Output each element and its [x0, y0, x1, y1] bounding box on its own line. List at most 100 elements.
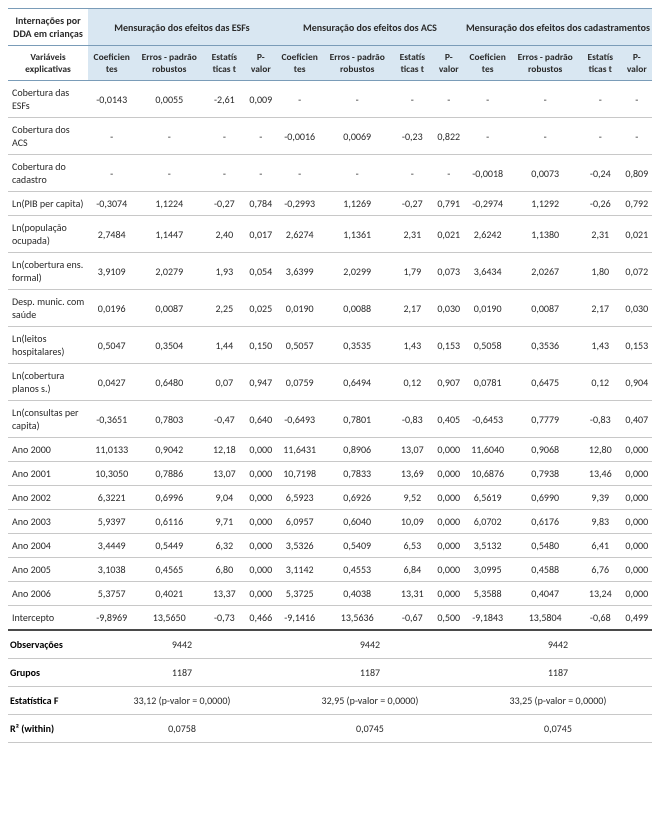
row-label: Ln(consultas per capita): [8, 401, 88, 438]
footer-row: Observações944294429442: [8, 630, 652, 659]
data-cell: -: [203, 118, 246, 155]
data-cell: -0,73: [203, 606, 246, 631]
data-cell: -: [135, 155, 203, 192]
data-cell: 0,12: [579, 364, 622, 401]
regression-table: Internações por DDA em crianças Mensuraç…: [8, 8, 652, 743]
data-cell: 9,39: [579, 486, 622, 510]
data-cell: 0,000: [622, 510, 652, 534]
data-cell: -0,68: [579, 606, 622, 631]
data-cell: 2,31: [579, 216, 622, 253]
footer-value: 0,0745: [276, 715, 464, 743]
data-cell: 2,6242: [464, 216, 511, 253]
data-cell: 0,000: [622, 462, 652, 486]
data-cell: 0,0427: [88, 364, 135, 401]
data-cell: 1,43: [579, 327, 622, 364]
row-label: Cobertura dos ACS: [8, 118, 88, 155]
data-cell: 2,31: [391, 216, 434, 253]
data-cell: 0,000: [434, 462, 464, 486]
sub-pval: P- valor: [434, 46, 464, 81]
table-row: Ln(consultas per capita)-0,36510,7803-0,…: [8, 401, 652, 438]
data-cell: 0,000: [434, 486, 464, 510]
data-cell: 0,9068: [511, 438, 579, 462]
data-cell: -: [464, 118, 511, 155]
row-label: Ano 2002: [8, 486, 88, 510]
data-cell: 6,0702: [464, 510, 511, 534]
table-row: Cobertura do cadastro---------0,00180,00…: [8, 155, 652, 192]
data-cell: -0,67: [391, 606, 434, 631]
data-cell: 0,054: [246, 253, 276, 290]
data-cell: 0,6040: [323, 510, 391, 534]
data-cell: 0,6475: [511, 364, 579, 401]
table-row: Ano 200011,01330,904212,180,00011,64310,…: [8, 438, 652, 462]
data-cell: -0,3651: [88, 401, 135, 438]
table-row: Ln(cobertura ens. formal)3,91092,02791,9…: [8, 253, 652, 290]
data-cell: 0,021: [622, 216, 652, 253]
data-cell: 0,6494: [323, 364, 391, 401]
data-cell: 0,0055: [135, 81, 203, 118]
data-cell: 0,4565: [135, 558, 203, 582]
data-cell: 0,000: [622, 438, 652, 462]
row-label: Ln(PIB per capita): [8, 192, 88, 216]
data-cell: 10,09: [391, 510, 434, 534]
data-cell: 0,000: [246, 534, 276, 558]
row-label: Ano 2006: [8, 582, 88, 606]
data-cell: 6,76: [579, 558, 622, 582]
data-cell: 0,499: [622, 606, 652, 631]
data-cell: 0,000: [246, 438, 276, 462]
data-cell: -: [622, 118, 652, 155]
row-label: Desp. munic. com saúde: [8, 290, 88, 327]
data-cell: 0,073: [434, 253, 464, 290]
data-cell: 0,466: [246, 606, 276, 631]
row-label: Ano 2001: [8, 462, 88, 486]
table-row: Cobertura das ESFs-0,01430,0055-2,610,00…: [8, 81, 652, 118]
sub-coef: Coeficien tes: [276, 46, 323, 81]
data-cell: 0,000: [246, 582, 276, 606]
data-cell: 0,4553: [323, 558, 391, 582]
data-cell: 0,4038: [323, 582, 391, 606]
data-cell: -: [579, 81, 622, 118]
data-cell: 1,1292: [511, 192, 579, 216]
data-cell: -0,6493: [276, 401, 323, 438]
data-cell: 1,93: [203, 253, 246, 290]
footer-row: Grupos118711871187: [8, 659, 652, 687]
data-cell: -: [203, 155, 246, 192]
data-cell: -: [323, 81, 391, 118]
footer-value: 9442: [276, 630, 464, 659]
data-cell: 0,0069: [323, 118, 391, 155]
data-cell: 0,5058: [464, 327, 511, 364]
data-cell: 0,7938: [511, 462, 579, 486]
data-cell: 1,44: [203, 327, 246, 364]
footer-value: 0,0745: [464, 715, 652, 743]
data-cell: -0,47: [203, 401, 246, 438]
sub-erros: Erros - padrão robustos: [323, 46, 391, 81]
data-cell: -: [391, 155, 434, 192]
data-cell: 0,947: [246, 364, 276, 401]
data-cell: 3,4449: [88, 534, 135, 558]
data-cell: 0,000: [246, 462, 276, 486]
data-cell: -: [276, 155, 323, 192]
sub-estat: Estatís ticas t: [579, 46, 622, 81]
data-cell: -: [511, 81, 579, 118]
data-cell: -: [246, 118, 276, 155]
data-cell: 13,07: [391, 438, 434, 462]
footer-label: Grupos: [8, 659, 88, 687]
row-label: Intercepto: [8, 606, 88, 631]
data-cell: 0,000: [434, 510, 464, 534]
data-cell: 0,3536: [511, 327, 579, 364]
data-cell: 0,0190: [276, 290, 323, 327]
data-cell: 0,4047: [511, 582, 579, 606]
data-cell: 0,07: [203, 364, 246, 401]
data-cell: 0,405: [434, 401, 464, 438]
data-cell: 13,5804: [511, 606, 579, 631]
sub-pval: P- valor: [246, 46, 276, 81]
data-cell: 11,6040: [464, 438, 511, 462]
data-cell: -: [135, 118, 203, 155]
table-row: Intercepto-9,896913,5650-0,730,466-9,141…: [8, 606, 652, 631]
data-cell: 0,8906: [323, 438, 391, 462]
data-cell: -0,6453: [464, 401, 511, 438]
data-cell: 0,000: [622, 582, 652, 606]
data-cell: -9,1843: [464, 606, 511, 631]
data-cell: -0,3074: [88, 192, 135, 216]
sub-estat: Estatís ticas t: [203, 46, 246, 81]
data-cell: 0,7803: [135, 401, 203, 438]
